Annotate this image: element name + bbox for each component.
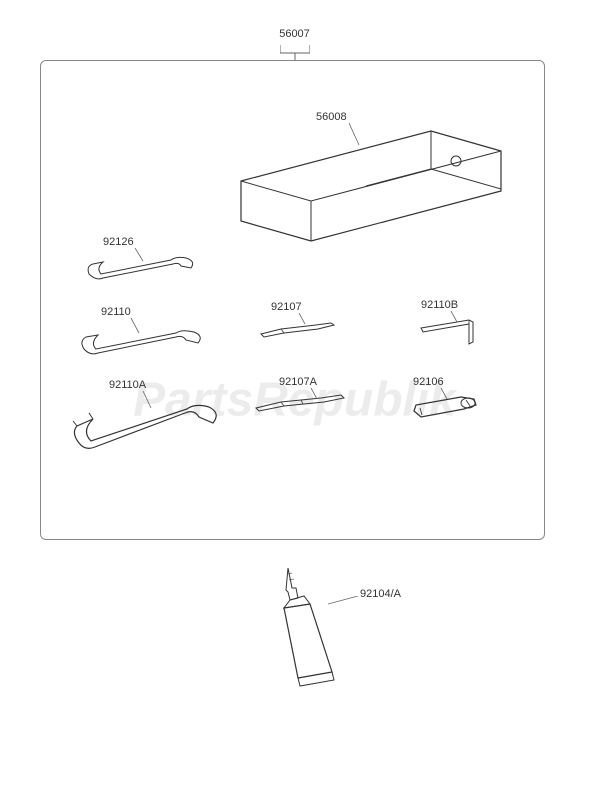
part-label: 92104/A — [360, 588, 401, 600]
leader-line — [297, 313, 307, 325]
leader-line — [449, 311, 459, 323]
part-label: 92110A — [109, 379, 146, 391]
leader-line — [328, 596, 360, 606]
leader-line — [439, 388, 449, 400]
part-label: 92107 — [271, 301, 302, 313]
diagram-frame: 56008 92126 92110 92110A 92107 92107A 92… — [40, 60, 545, 540]
part-label: 92126 — [103, 236, 134, 248]
leader-line — [129, 318, 141, 334]
leader-line — [341, 123, 361, 148]
sealant-tube-icon — [270, 560, 350, 700]
bracket-icon — [280, 45, 310, 60]
assembly-ref-label: 56007 — [279, 28, 310, 40]
leader-line — [133, 248, 145, 262]
part-label: 92110 — [101, 306, 131, 318]
part-label: 92110B — [421, 299, 458, 311]
part-label: 92106 — [413, 376, 444, 388]
part-label: 56008 — [316, 111, 347, 123]
screwdriver-bit-2-icon — [251, 391, 351, 415]
leader-line — [309, 388, 319, 400]
wrench-medium-icon — [76, 319, 206, 361]
leader-line — [141, 391, 153, 409]
part-label: 92107A — [279, 376, 317, 388]
tool-bag-icon — [231, 121, 511, 261]
